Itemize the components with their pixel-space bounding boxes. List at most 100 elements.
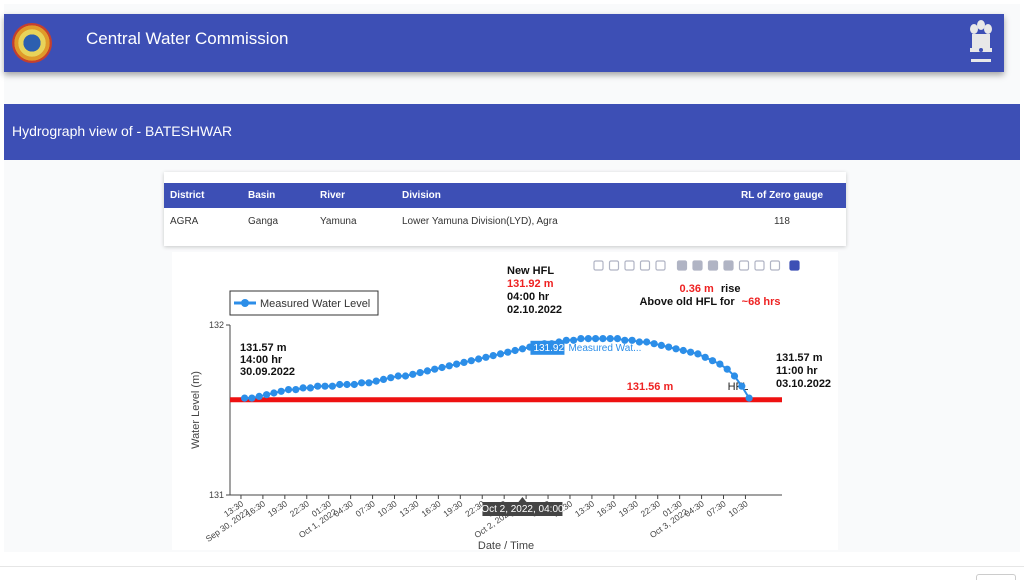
x-tick-label: 22:30 [639,498,662,519]
reset-axes-icon[interactable] [723,260,734,271]
data-point[interactable] [475,355,483,363]
hover-series-name: Measured Wat... [568,343,641,354]
data-point[interactable] [394,372,402,380]
x-tick-label: 19:30 [266,498,289,519]
data-point[interactable] [657,341,665,349]
data-point[interactable] [716,360,724,368]
data-point[interactable] [672,345,680,353]
data-point[interactable] [453,360,461,368]
data-point[interactable] [738,382,746,390]
data-point[interactable] [299,384,307,392]
footer-button[interactable] [976,574,1016,580]
header-title: Central Water Commission [86,29,289,48]
data-point[interactable] [387,374,395,382]
data-point[interactable] [511,346,519,355]
data-point[interactable] [431,365,439,373]
data-point[interactable] [687,348,695,356]
data-point[interactable] [599,335,607,343]
legend-entry: Measured Water Level [260,298,370,310]
series-points[interactable] [241,335,753,402]
data-point[interactable] [708,357,717,365]
data-point[interactable] [518,345,527,353]
data-point[interactable] [241,394,249,402]
cell-basin: Ganga [248,215,279,227]
data-point[interactable] [562,336,570,344]
data-point[interactable] [336,380,344,389]
hfl-value-label: 131.56 m [627,381,674,393]
data-point[interactable] [745,394,753,402]
data-point[interactable] [445,362,453,370]
data-point[interactable] [270,389,278,397]
spike-lines-icon[interactable] [738,260,750,271]
data-point[interactable] [409,370,417,378]
data-point[interactable] [628,336,636,344]
data-point[interactable] [263,391,271,399]
data-point[interactable] [284,386,293,394]
data-point[interactable] [379,375,388,383]
data-point[interactable] [467,357,475,365]
data-point[interactable] [482,353,490,361]
data-point[interactable] [650,340,658,348]
data-point[interactable] [606,335,614,343]
data-point[interactable] [613,335,622,343]
pan-icon[interactable] [624,260,635,271]
data-point[interactable] [592,335,600,343]
data-point[interactable] [584,335,592,343]
data-point[interactable] [350,380,358,389]
data-point[interactable] [328,382,336,390]
data-point[interactable] [423,367,431,375]
svg-text:131.92: 131.92 [533,343,564,354]
data-point[interactable] [621,336,629,344]
column-header-rl-zero-gauge: RL of Zero gauge [718,183,846,208]
data-point[interactable] [321,382,329,390]
zoom-out-icon[interactable] [692,260,703,271]
data-point[interactable] [570,336,578,344]
column-header-basin: Basin [242,183,314,208]
zoom-icon[interactable] [608,260,620,271]
hover-value-tooltip: 131.92 Measured Wat... [530,340,641,355]
data-point[interactable] [401,372,410,380]
camera-icon[interactable] [593,260,604,271]
data-point[interactable] [504,348,512,356]
data-point[interactable] [306,384,314,392]
zoom-in-icon[interactable] [676,260,688,271]
data-point[interactable] [248,394,256,402]
chart-toolbar [593,260,800,271]
data-point[interactable] [358,379,366,387]
legend[interactable]: Measured Water Level [229,290,379,316]
data-point[interactable] [255,392,263,400]
data-point[interactable] [314,382,322,390]
box-select-icon[interactable] [639,260,651,271]
autoscale-icon[interactable] [707,260,719,271]
data-point[interactable] [723,365,731,373]
lasso-icon[interactable] [655,260,666,271]
data-point[interactable] [372,377,380,385]
plotly-logo-icon[interactable] [789,260,800,271]
data-point[interactable] [460,358,468,366]
data-point[interactable] [643,338,651,346]
data-point[interactable] [416,369,424,377]
data-point[interactable] [496,350,505,358]
hover-compare-icon[interactable] [769,260,781,271]
hydrograph-panel: 132 131 Water Level (m) Date / Time 13:3… [172,252,838,552]
hover-closest-icon[interactable] [754,260,765,271]
data-point[interactable] [665,343,673,351]
rise-value: 0.36 m [680,283,714,295]
data-point[interactable] [489,352,497,360]
data-point[interactable] [577,335,585,343]
hydrograph-chart[interactable]: 132 131 Water Level (m) Date / Time 13:3… [172,252,838,552]
data-point[interactable] [277,387,285,395]
data-point[interactable] [730,372,739,380]
end-value: 131.57 m [776,352,823,364]
data-point[interactable] [365,379,373,387]
y-tick-label-132: 132 [209,320,224,330]
x-tick-label: 19:30 [617,498,640,519]
data-point[interactable] [343,380,351,389]
data-point[interactable] [438,363,446,372]
data-point[interactable] [694,350,702,358]
data-point[interactable] [292,386,300,394]
data-point[interactable] [635,338,643,346]
data-point[interactable] [679,346,687,355]
peak-time: 04:00 hr [507,291,550,303]
data-point[interactable] [701,353,709,361]
